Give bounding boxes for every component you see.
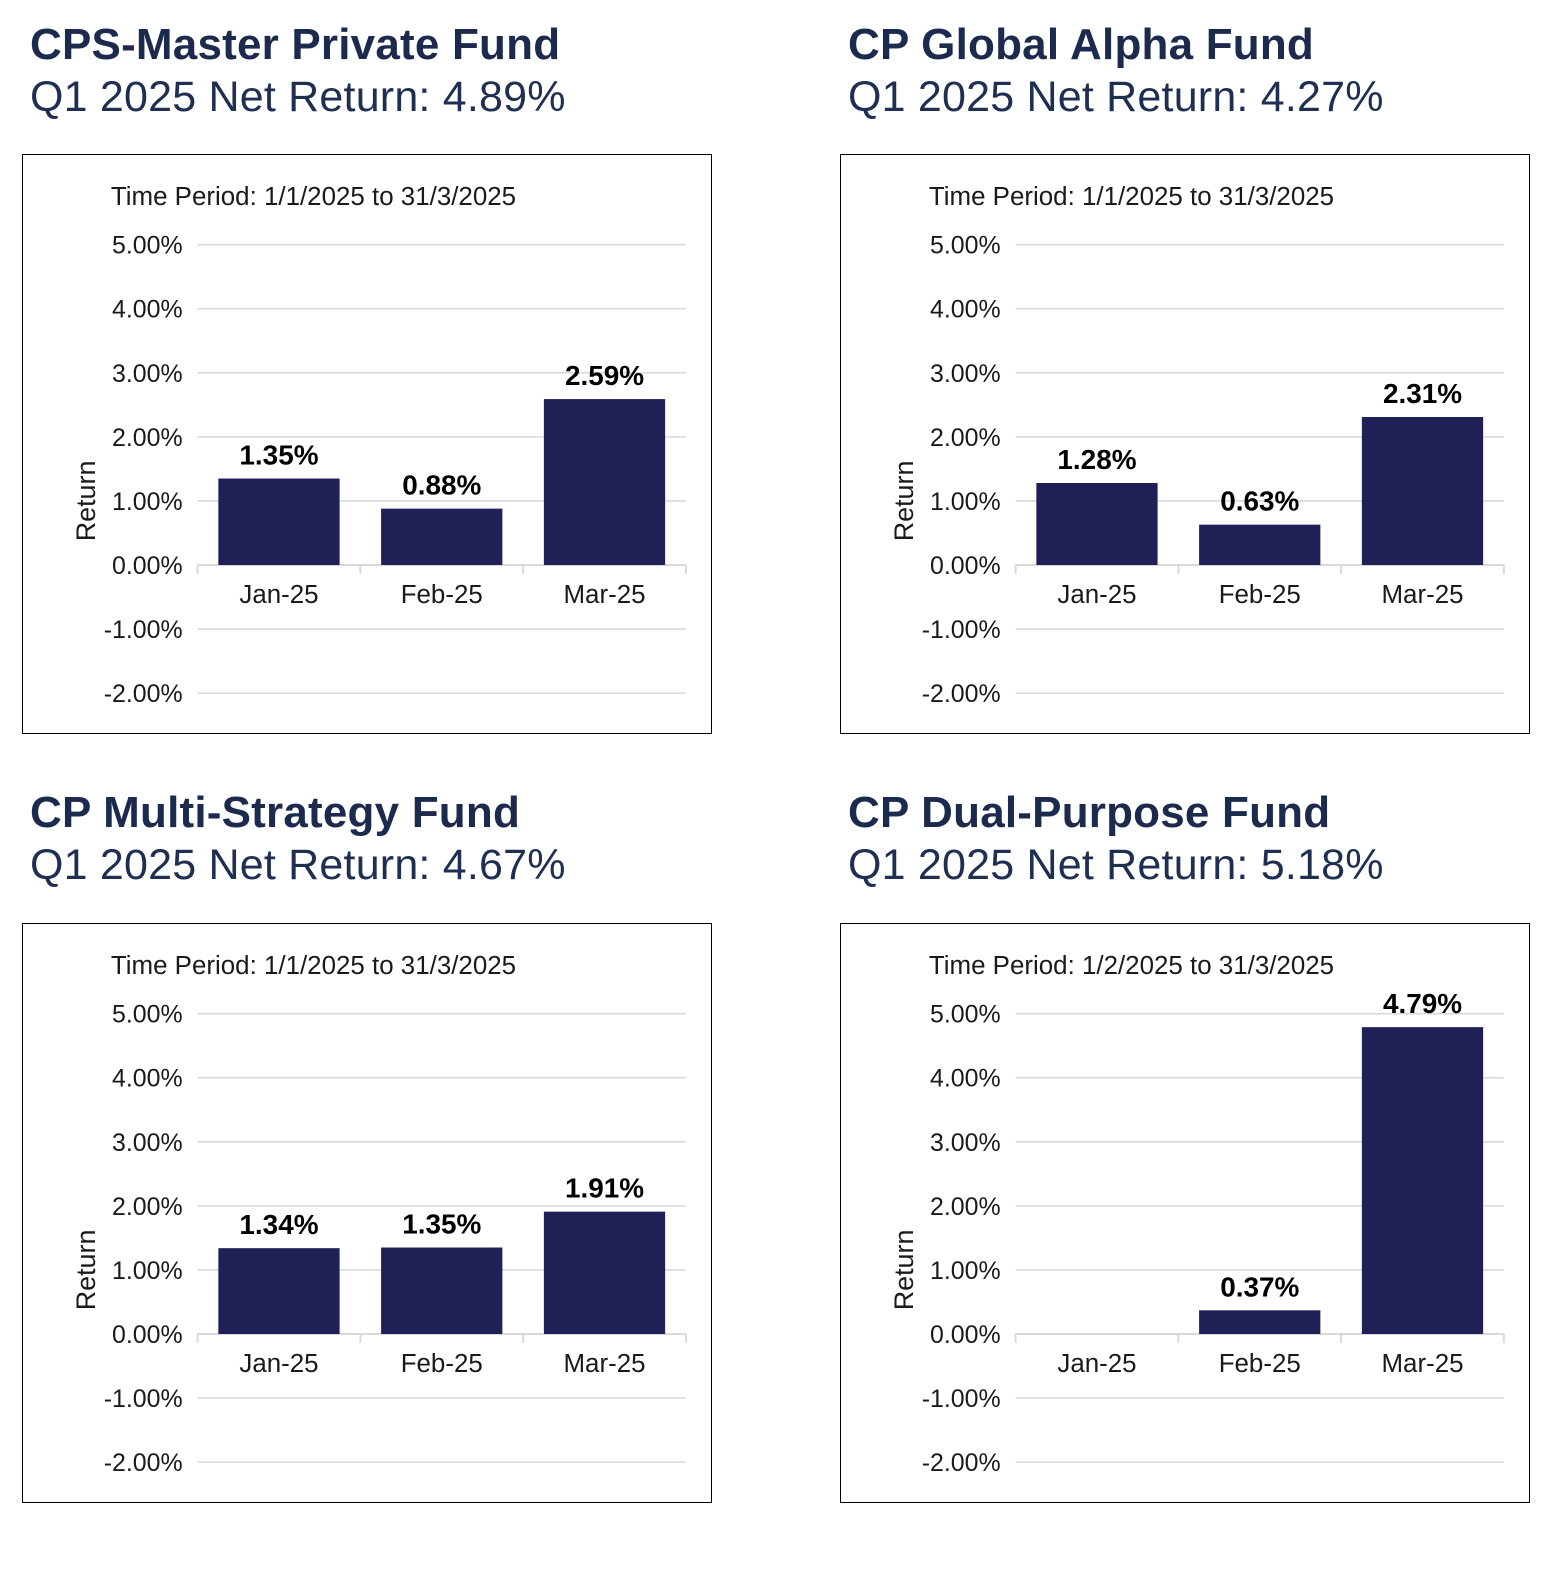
x-axis-label: Mar-25 (1381, 581, 1463, 609)
bar-value-label: 4.79% (1383, 988, 1462, 1019)
y-axis-title: Return (889, 461, 919, 542)
bar-value-label: 0.88% (402, 470, 481, 501)
bar-value-label: 1.34% (239, 1209, 318, 1240)
y-axis-tick-label: -2.00% (104, 681, 183, 709)
bar-value-label: 1.91% (565, 1173, 644, 1204)
panel-cp-multi-strategy-fund: CP Multi-Strategy Fund Q1 2025 Net Retur… (22, 786, 712, 1503)
y-axis-tick-label: 0.00% (112, 1321, 183, 1349)
chart-title: Time Period: 1/1/2025 to 31/3/2025 (111, 952, 516, 980)
y-axis-tick-label: -2.00% (922, 1449, 1001, 1477)
x-axis-label: Mar-25 (563, 1350, 645, 1378)
x-axis-label: Jan-25 (239, 581, 318, 609)
bar-value-label: 0.63% (1220, 486, 1299, 517)
bar (1036, 483, 1158, 566)
bar-value-label: 1.28% (1057, 444, 1136, 475)
x-axis-label: Jan-25 (1057, 581, 1136, 609)
fund-performance-dashboard: CPS-Master Private Fund Q1 2025 Net Retu… (22, 18, 1530, 1503)
fund-title: CP Global Alpha Fund (848, 20, 1314, 69)
panel-header: CP Global Alpha Fund Q1 2025 Net Return:… (848, 18, 1530, 122)
y-axis-tick-label: 2.00% (930, 424, 1001, 452)
bar-value-label: 2.59% (565, 361, 644, 392)
y-axis-tick-label: -2.00% (104, 1449, 183, 1477)
bar (543, 1211, 666, 1334)
bar (1199, 1310, 1321, 1334)
y-axis-tick-label: 5.00% (112, 232, 183, 260)
y-axis-tick-label: -1.00% (922, 1385, 1001, 1413)
panel-cps-master-private-fund: CPS-Master Private Fund Q1 2025 Net Retu… (22, 18, 712, 735)
bar-value-label: 1.35% (239, 440, 318, 471)
y-axis-tick-label: 1.00% (930, 488, 1001, 516)
bar (1361, 1026, 1484, 1334)
x-axis-label: Mar-25 (1381, 1350, 1463, 1378)
y-axis-tick-label: -2.00% (922, 681, 1001, 709)
y-axis-title: Return (71, 461, 101, 542)
x-axis-label: Jan-25 (239, 1350, 318, 1378)
y-axis-tick-label: 0.00% (112, 552, 183, 580)
chart-title: Time Period: 1/1/2025 to 31/3/2025 (929, 183, 1334, 211)
y-axis-tick-label: 3.00% (930, 360, 1001, 388)
y-axis-tick-label: 5.00% (930, 1000, 1001, 1028)
panel-header: CP Multi-Strategy Fund Q1 2025 Net Retur… (30, 786, 712, 890)
y-axis-title: Return (889, 1229, 919, 1310)
x-axis-label: Mar-25 (563, 581, 645, 609)
x-axis-label: Jan-25 (1057, 1350, 1136, 1378)
y-axis-tick-label: 1.00% (112, 488, 183, 516)
y-axis-tick-label: 3.00% (112, 360, 183, 388)
chart-title: Time Period: 1/2/2025 to 31/3/2025 (929, 952, 1334, 980)
fund-title: CPS-Master Private Fund (30, 20, 561, 69)
y-axis-tick-label: 0.00% (930, 552, 1001, 580)
bar (1361, 417, 1484, 566)
x-axis-label: Feb-25 (1219, 581, 1301, 609)
y-axis-tick-label: 4.00% (930, 1065, 1001, 1093)
bar (381, 1247, 503, 1334)
y-axis-tick-label: 3.00% (112, 1129, 183, 1157)
bar (1199, 525, 1321, 566)
bar (218, 1247, 340, 1334)
y-axis-tick-label: 2.00% (112, 424, 183, 452)
y-axis-tick-label: 4.00% (112, 296, 183, 324)
fund-net-return-subtitle: Q1 2025 Net Return: 4.27% (848, 72, 1384, 121)
y-axis-tick-label: 3.00% (930, 1129, 1001, 1157)
y-axis-tick-label: -1.00% (104, 616, 183, 644)
bar-value-label: 1.35% (402, 1208, 481, 1239)
y-axis-title: Return (71, 1229, 101, 1310)
fund-net-return-subtitle: Q1 2025 Net Return: 4.67% (30, 841, 566, 890)
y-axis-tick-label: 4.00% (112, 1065, 183, 1093)
y-axis-tick-label: -1.00% (922, 616, 1001, 644)
bar-value-label: 2.31% (1383, 378, 1462, 409)
monthly-return-bar-chart: Time Period: 1/1/2025 to 31/3/2025 5.00% 4… (889, 183, 1505, 709)
y-axis-tick-label: 2.00% (112, 1193, 183, 1221)
monthly-return-bar-chart: Time Period: 1/1/2025 to 31/3/2025 5.00% 4… (71, 183, 687, 709)
x-axis-label: Feb-25 (1219, 1350, 1301, 1378)
x-axis-label: Feb-25 (401, 1350, 483, 1378)
fund-title: CP Dual-Purpose Fund (848, 788, 1331, 838)
bar (218, 478, 340, 566)
y-axis-tick-label: -1.00% (104, 1385, 183, 1413)
chart-frame: Time Period: 1/1/2025 to 31/3/2025 5.00% 4… (840, 154, 1530, 735)
fund-title: CP Multi-Strategy Fund (30, 788, 521, 838)
x-axis-label: Feb-25 (401, 581, 483, 609)
chart-title: Time Period: 1/1/2025 to 31/3/2025 (111, 183, 516, 211)
y-axis-tick-label: 0.00% (930, 1321, 1001, 1349)
y-axis-tick-label: 5.00% (112, 1000, 183, 1028)
fund-net-return-subtitle: Q1 2025 Net Return: 5.18% (848, 841, 1384, 890)
panel-cp-global-alpha-fund: CP Global Alpha Fund Q1 2025 Net Return:… (840, 18, 1530, 735)
y-axis-tick-label: 4.00% (930, 296, 1001, 324)
monthly-return-bar-chart: Time Period: 1/1/2025 to 31/3/2025 5.00% 4… (71, 952, 687, 1477)
panel-header: CPS-Master Private Fund Q1 2025 Net Retu… (30, 18, 712, 122)
bar (543, 399, 666, 566)
bar-value-label: 0.37% (1220, 1271, 1299, 1302)
y-axis-tick-label: 1.00% (112, 1257, 183, 1285)
monthly-return-bar-chart: Time Period: 1/2/2025 to 31/3/2025 5.00% 4… (889, 952, 1505, 1477)
chart-frame: Time Period: 1/2/2025 to 31/3/2025 5.00% 4… (840, 922, 1530, 1503)
chart-frame: Time Period: 1/1/2025 to 31/3/2025 5.00% 4… (22, 154, 712, 735)
panel-header: CP Dual-Purpose Fund Q1 2025 Net Return:… (848, 786, 1530, 890)
y-axis-tick-label: 1.00% (930, 1257, 1001, 1285)
y-axis-tick-label: 5.00% (930, 232, 1001, 260)
fund-net-return-subtitle: Q1 2025 Net Return: 4.89% (30, 72, 566, 121)
panel-cp-dual-purpose-fund: CP Dual-Purpose Fund Q1 2025 Net Return:… (840, 786, 1530, 1503)
bar (381, 509, 503, 566)
y-axis-tick-label: 2.00% (930, 1193, 1001, 1221)
chart-frame: Time Period: 1/1/2025 to 31/3/2025 5.00% 4… (22, 922, 712, 1503)
